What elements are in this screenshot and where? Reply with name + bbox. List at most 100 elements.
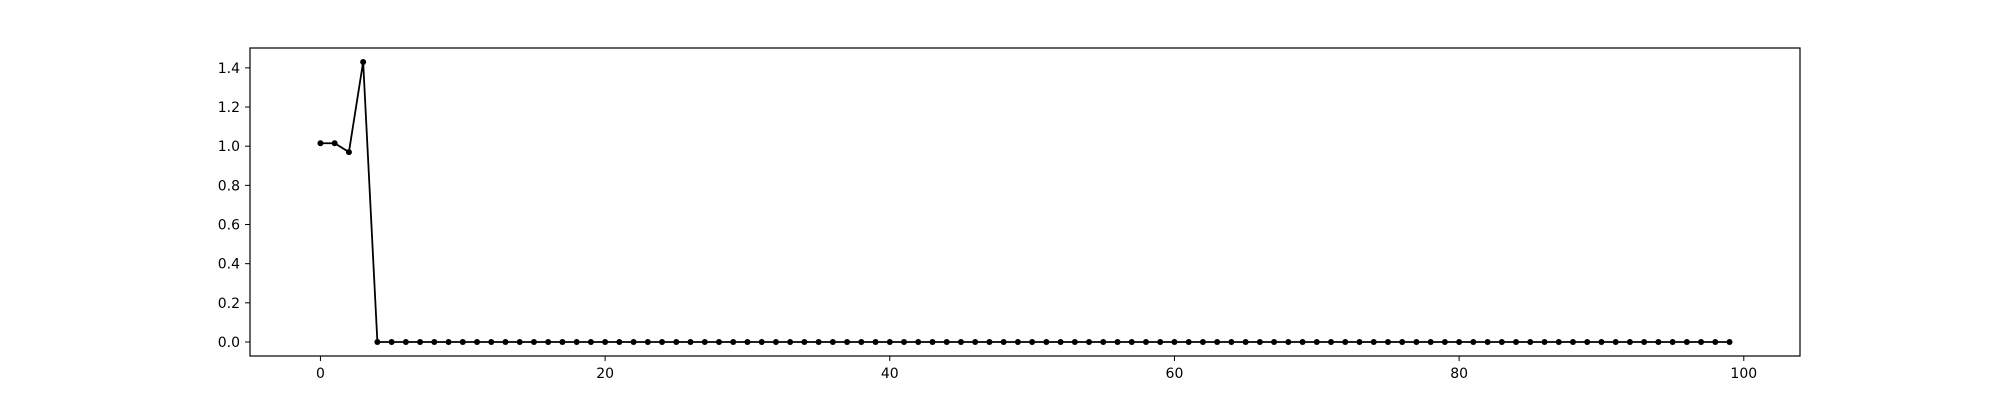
data-point [715, 339, 722, 345]
data-point [1214, 339, 1221, 345]
data-point [474, 339, 481, 345]
data-point [1142, 339, 1149, 345]
data-point [1086, 339, 1093, 345]
data-point [957, 339, 964, 345]
data-point [1285, 339, 1292, 345]
y-tick-label: 0.8 [218, 178, 240, 194]
data-point [431, 339, 438, 345]
data-point [1456, 339, 1463, 345]
data-point [744, 339, 751, 345]
data-point [644, 339, 651, 345]
data-point [901, 339, 908, 345]
data-point [1655, 339, 1662, 345]
data-point [1399, 339, 1406, 345]
data-point [1584, 339, 1591, 345]
data-point [1000, 339, 1007, 345]
data-point [488, 339, 495, 345]
data-point [1171, 339, 1178, 345]
data-point [331, 140, 338, 147]
data-point [986, 339, 993, 345]
data-point [530, 339, 537, 345]
data-point [772, 339, 779, 345]
data-point [1413, 339, 1420, 345]
data-point [829, 339, 836, 345]
data-point [1384, 339, 1391, 345]
y-axis-ticks: 0.0 0.2 0.4 0.6 0.8 1.0 1.2 1.4 [218, 61, 250, 351]
data-point [1370, 339, 1377, 345]
data-point [1683, 339, 1690, 345]
data-point [587, 339, 594, 345]
series-line [320, 61, 1730, 343]
data-point [915, 339, 922, 345]
plot-frame [249, 47, 1801, 357]
data-point [1071, 339, 1078, 345]
data-point [630, 339, 637, 345]
data-point [687, 339, 694, 345]
y-tick-label: 1.2 [218, 100, 240, 116]
data-point [1342, 339, 1349, 345]
data-point [701, 339, 708, 345]
data-point [1484, 339, 1491, 345]
y-tick-label: 0.6 [218, 218, 240, 234]
data-point [417, 339, 424, 345]
data-point [1441, 339, 1448, 345]
data-point [1669, 339, 1676, 345]
data-point [1029, 339, 1036, 345]
data-point [1698, 339, 1705, 345]
data-point [787, 339, 794, 345]
data-point [815, 339, 822, 345]
data-point [1569, 339, 1576, 345]
data-point [1626, 339, 1633, 345]
data-point [730, 339, 737, 345]
data-point [1199, 339, 1206, 345]
x-tick-label: 80 [1450, 366, 1468, 382]
y-tick-label: 1.0 [218, 139, 240, 155]
y-tick-label: 0.4 [218, 257, 240, 273]
data-point [1185, 339, 1192, 345]
x-tick-label: 20 [596, 366, 614, 382]
data-point [374, 339, 381, 345]
data-point [801, 339, 808, 345]
data-point [1228, 339, 1235, 345]
y-tick-label: 1.4 [218, 61, 240, 77]
data-point [445, 339, 452, 345]
y-tick-label: 0.2 [218, 296, 240, 312]
x-tick-label: 100 [1730, 366, 1757, 382]
data-point [459, 339, 466, 345]
data-point [1057, 339, 1064, 345]
data-point [858, 339, 865, 345]
data-point [388, 339, 395, 345]
data-point [1328, 339, 1335, 345]
data-point [673, 339, 680, 345]
series-group [317, 59, 1733, 345]
y-tick-label: 0.0 [218, 335, 240, 351]
data-point [345, 149, 352, 156]
data-point [360, 59, 367, 65]
data-point [659, 339, 666, 345]
data-point [1541, 339, 1548, 345]
data-point [943, 339, 950, 345]
data-point [1271, 339, 1278, 345]
data-point [602, 339, 609, 345]
data-point [972, 339, 979, 345]
data-point [1498, 339, 1505, 345]
data-point [1612, 339, 1619, 345]
data-point [545, 339, 552, 345]
data-point [1043, 339, 1050, 345]
data-point [616, 339, 623, 345]
data-point [317, 140, 324, 147]
data-point [1712, 339, 1719, 345]
data-point [1555, 339, 1562, 345]
data-point [1598, 339, 1605, 345]
data-point [1299, 339, 1306, 345]
data-point [1427, 339, 1434, 345]
data-point [1242, 339, 1249, 345]
data-point [1014, 339, 1021, 345]
data-point [1157, 339, 1164, 345]
x-tick-label: 60 [1166, 366, 1184, 382]
data-point [844, 339, 851, 345]
data-point [1527, 339, 1534, 345]
data-point [1726, 339, 1733, 345]
